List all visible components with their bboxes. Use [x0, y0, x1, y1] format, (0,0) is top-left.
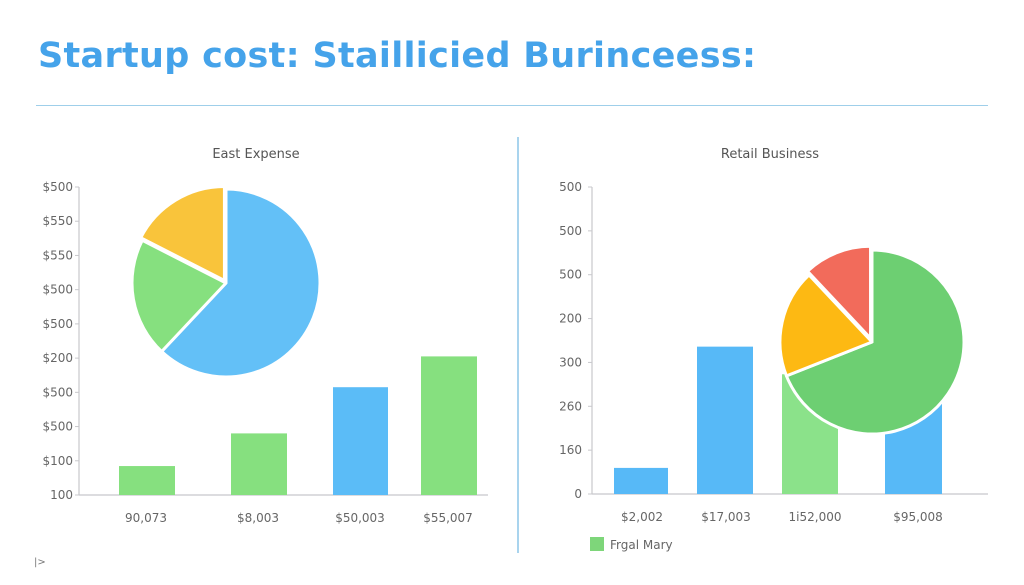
y-tick-label: 0: [574, 487, 582, 501]
x-tick-label: $55,007: [423, 511, 473, 525]
bar: [697, 346, 753, 494]
y-tick-label: 500: [559, 180, 582, 194]
y-tick-label: $100: [42, 454, 73, 468]
x-tick-label: $17,003: [701, 510, 751, 524]
bar: [231, 433, 287, 495]
legend-label: Frgal Mary: [610, 538, 673, 552]
bar: [421, 356, 477, 495]
title-divider: [36, 105, 988, 106]
y-tick-label: 500: [559, 224, 582, 238]
y-tick-label: 160: [559, 443, 582, 457]
pie-slice: [130, 238, 228, 354]
y-tick-label: $500: [42, 283, 73, 297]
bar: [614, 467, 668, 494]
right-chart-title: Retail Business: [721, 147, 819, 162]
right-chart: 500 500 500 200 300 260 160 0 $2,002 $17,003 1i52,…: [559, 180, 988, 552]
y-tick-label: $200: [42, 351, 73, 365]
y-tick-label: $500: [42, 180, 73, 194]
x-tick-label: 1i52,000: [789, 510, 842, 524]
pie-slice: [784, 248, 966, 436]
x-tick-label: $8,003: [237, 511, 279, 525]
legend-swatch: [590, 537, 604, 551]
y-tick-label: $500: [42, 385, 73, 399]
y-tick-label: $550: [42, 214, 73, 228]
page-title: Startup cost: Staillicied Burinceess:: [38, 36, 757, 76]
pie-slice: [806, 244, 873, 340]
pie-slice: [139, 184, 226, 282]
inset-pie: [130, 184, 322, 379]
x-tick-label: 90,073: [125, 511, 167, 525]
y-tick-label: 300: [559, 355, 582, 369]
left-chart-title: East Expense: [212, 147, 299, 162]
y-tick-label: $500: [42, 420, 73, 434]
y-tick-label: 500: [559, 268, 582, 282]
y-tick-label: $550: [42, 248, 73, 262]
left-chart: $500 $550 $550 $500 $500 $200 $500 $500 $100 100 9…: [42, 180, 488, 525]
pie-slice: [160, 187, 322, 379]
bar: [333, 387, 388, 495]
panel-divider: [517, 137, 519, 553]
y-tick-label: 200: [559, 312, 582, 326]
footnote: |>: [34, 557, 46, 568]
inset-pie: [778, 244, 966, 436]
x-tick-label: $2,002: [621, 510, 663, 524]
bar: [119, 466, 175, 495]
pie-slice: [778, 273, 874, 378]
x-tick-label: $50,003: [335, 511, 385, 525]
y-tick-label: $500: [42, 317, 73, 331]
y-tick-label: 100: [50, 488, 73, 502]
x-tick-label: $95,008: [893, 510, 943, 524]
y-tick-label: 260: [559, 399, 582, 413]
